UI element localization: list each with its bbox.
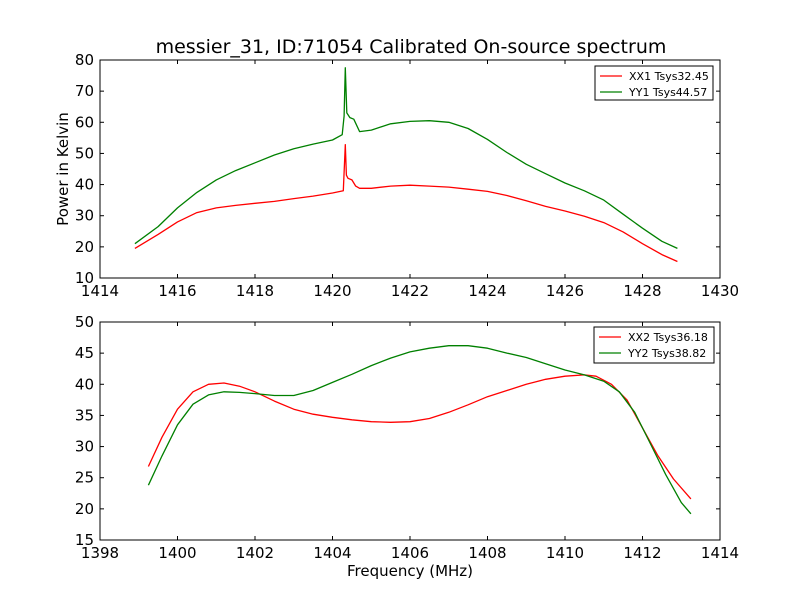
x-tick-label: 1420 xyxy=(313,282,351,300)
x-tick-label: 1414 xyxy=(81,282,119,300)
y-tick-label: 20 xyxy=(75,500,94,518)
x-tick-label: 1398 xyxy=(81,544,119,562)
y-tick-label: 35 xyxy=(75,406,94,424)
y-tick-label: 25 xyxy=(75,469,94,487)
x-tick-label: 1416 xyxy=(158,282,196,300)
legend-box xyxy=(593,326,715,364)
x-tick-label: 1404 xyxy=(313,544,351,562)
x-axis-label: Frequency (MHz) xyxy=(347,562,473,580)
legend-label: XX2 Tsys36.18 xyxy=(628,331,708,344)
y-tick-label: 50 xyxy=(75,313,94,331)
x-tick-label: 1430 xyxy=(701,282,739,300)
y-tick-label: 40 xyxy=(75,375,94,393)
x-tick-label: 1412 xyxy=(623,544,661,562)
x-tick-label: 1424 xyxy=(468,282,506,300)
legend: XX2 Tsys36.18 YY2 Tsys38.82 xyxy=(593,326,715,364)
series-line-xx2 xyxy=(147,374,692,500)
y-tick-label: 80 xyxy=(75,51,94,69)
y-tick-label: 70 xyxy=(75,82,94,100)
legend: XX1 Tsys32.45 YY1 Tsys44.57 xyxy=(594,65,714,101)
x-tick-label: 1402 xyxy=(236,544,274,562)
y-tick-label: 20 xyxy=(75,238,94,256)
figure-title: messier_31, ID:71054 Calibrated On-sourc… xyxy=(156,36,667,58)
y-axis-label: Power in Kelvin xyxy=(54,112,72,226)
y-tick-label: 45 xyxy=(75,344,94,362)
x-tick-label: 1426 xyxy=(546,282,584,300)
x-tick-label: 1422 xyxy=(391,282,429,300)
y-tick-label: 10 xyxy=(75,269,94,287)
legend-box xyxy=(594,65,714,101)
y-tick-label: 30 xyxy=(75,438,94,456)
x-tick-label: 1400 xyxy=(158,544,196,562)
x-tick-label: 1408 xyxy=(468,544,506,562)
legend-label: YY2 Tsys38.82 xyxy=(627,347,706,360)
plot-2: 1398 1400 1402 1404 1406 1408 1410 1412 1414 15 20… xyxy=(75,313,739,580)
plot-1: 1414 1416 1418 1420 1422 1424 1426 1428 1430 10 20… xyxy=(54,51,739,300)
x-tick-label: 1406 xyxy=(391,544,429,562)
x-tick-label: 1414 xyxy=(701,544,739,562)
legend-label: YY1 Tsys44.57 xyxy=(628,86,707,99)
y-tick-label: 40 xyxy=(75,176,94,194)
series-line-yy1 xyxy=(134,67,678,249)
y-tick-label: 50 xyxy=(75,144,94,162)
series-line-xx1 xyxy=(134,144,678,263)
legend-label: XX1 Tsys32.45 xyxy=(629,70,709,83)
x-tick-label: 1410 xyxy=(546,544,584,562)
y-tick-label: 30 xyxy=(75,207,94,225)
x-tick-label: 1418 xyxy=(236,282,274,300)
series-line-yy2 xyxy=(147,345,692,515)
y-tick-label: 15 xyxy=(75,531,94,549)
y-tick-label: 60 xyxy=(75,113,94,131)
x-tick-label: 1428 xyxy=(623,282,661,300)
